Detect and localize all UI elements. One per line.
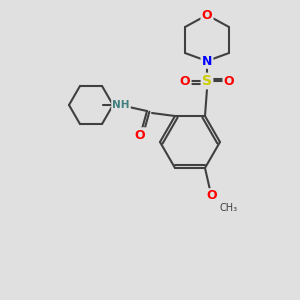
Text: O: O <box>180 74 190 88</box>
Text: NH: NH <box>112 100 130 110</box>
Text: CH₃: CH₃ <box>219 203 237 213</box>
Text: O: O <box>224 74 234 88</box>
Text: N: N <box>202 55 212 68</box>
Text: O: O <box>207 190 217 202</box>
Text: O: O <box>135 128 145 142</box>
Text: O: O <box>202 8 212 22</box>
Text: S: S <box>202 74 212 88</box>
